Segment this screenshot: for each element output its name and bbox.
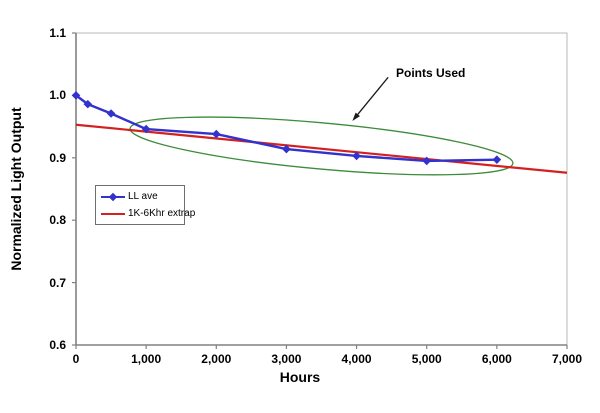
extrap-line xyxy=(75,123,568,174)
y-tick-label: 0.6 xyxy=(49,338,66,352)
legend-swatch-extrap xyxy=(101,209,125,219)
diamond-marker-icon xyxy=(108,192,118,201)
legend-label-ll-ave: LL ave xyxy=(128,191,158,202)
ll-ave-diamond-markers xyxy=(71,91,502,166)
x-tick-label: 2,000 xyxy=(201,352,232,366)
points-used-arrow xyxy=(352,76,389,121)
y-tick-label: 0.8 xyxy=(49,213,66,228)
points-used-label: Points Used xyxy=(396,66,466,80)
legend-swatch-ll-ave xyxy=(101,192,125,202)
line-swatch-icon xyxy=(101,212,125,215)
x-tick-label: 6,000 xyxy=(481,352,512,366)
x-tick-label: 5,000 xyxy=(411,352,442,366)
y-axis-title: Normalized Light Output xyxy=(8,107,24,271)
x-tick-label: 7,000 xyxy=(551,352,583,366)
x-tick-label: 3,000 xyxy=(271,352,302,366)
y-tick-label: 1.0 xyxy=(49,88,66,103)
y-tick-label: 1.1 xyxy=(49,26,66,40)
legend-entry-extrap: 1K-6Khr extrap xyxy=(101,207,195,221)
x-axis-title: Hours xyxy=(279,369,321,385)
plot-border xyxy=(75,32,568,346)
x-tick-label: 1,000 xyxy=(131,352,162,366)
y-tick-label: 0.9 xyxy=(49,150,66,165)
x-tick-label: 4,000 xyxy=(341,352,372,366)
legend-label-extrap: 1K-6Khr extrap xyxy=(128,208,196,219)
legend: LL ave 1K-6Khr extrap xyxy=(95,185,195,225)
legend-entry-ll-ave: LL ave xyxy=(101,190,184,204)
x-tick-label: 0 xyxy=(72,352,80,366)
y-tick-label: 0.7 xyxy=(49,275,66,290)
points-used-ellipse xyxy=(129,116,514,176)
